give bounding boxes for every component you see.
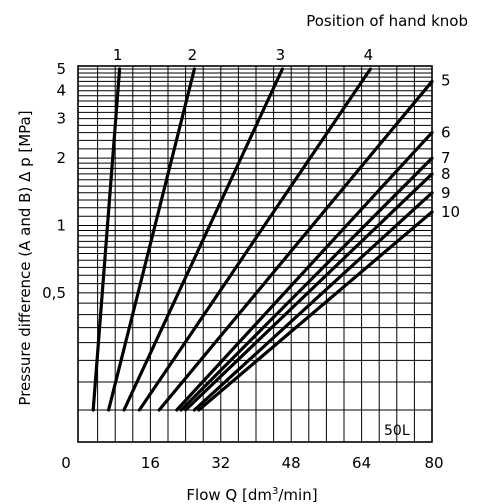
y-tick-label: 0,5 [42, 284, 66, 302]
chart-title: Position of hand knob [306, 12, 468, 30]
x-axis-label-prefix: Flow Q [dm [186, 486, 272, 504]
series-label-6: 6 [441, 124, 451, 142]
x-axis-label-sup: 3 [272, 486, 278, 497]
y-tick-label: 4 [56, 82, 66, 100]
x-tick-labels: 0 16 32 48 64 80 [61, 454, 443, 472]
series-line-9 [192, 191, 434, 412]
series-label-8: 8 [441, 165, 451, 183]
x-tick-label: 64 [352, 454, 371, 472]
series-line-5 [157, 79, 434, 412]
series-line-7 [179, 156, 434, 412]
x-axis-label: Flow Q [dm3/min] [186, 486, 317, 504]
y-tick-labels: 5 4 3 2 1 0,5 [42, 60, 66, 302]
x-tick-label: 32 [211, 454, 230, 472]
y-tick-label: 1 [56, 217, 66, 235]
x-axis-label-suffix: /min] [278, 486, 317, 504]
x-tick-label: 0 [61, 454, 71, 472]
x-tick-label: 16 [141, 454, 160, 472]
series-label-7: 7 [441, 149, 451, 167]
annotation-label: 50L [384, 423, 410, 439]
series-line-10 [197, 210, 434, 412]
x-tick-label: 80 [424, 454, 443, 472]
series-label-4: 4 [364, 46, 374, 64]
series-line-8 [184, 172, 434, 412]
series-label-3: 3 [276, 46, 286, 64]
series-line-2 [106, 67, 196, 412]
series-line-3 [122, 67, 284, 412]
grid [78, 66, 432, 442]
series-label-10: 10 [441, 203, 460, 221]
y-tick-label: 5 [56, 60, 66, 78]
series-label-2: 2 [188, 46, 198, 64]
y-tick-label: 3 [56, 110, 66, 128]
series-line-4 [137, 67, 372, 412]
series-label-1: 1 [113, 46, 123, 64]
plot-frame [77, 65, 433, 443]
series-label-9: 9 [441, 184, 451, 202]
series-lines [91, 67, 434, 412]
y-axis-label: Pressure difference (A and B) Δ p [MPa] [16, 110, 34, 405]
series-line-6 [175, 130, 434, 412]
y-tick-label: 2 [56, 149, 66, 167]
x-tick-label: 48 [282, 454, 301, 472]
series-label-5: 5 [441, 71, 451, 89]
series-line-1 [91, 67, 122, 412]
